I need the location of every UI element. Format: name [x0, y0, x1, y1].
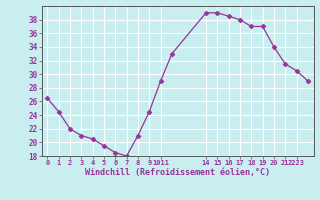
X-axis label: Windchill (Refroidissement éolien,°C): Windchill (Refroidissement éolien,°C) [85, 168, 270, 177]
